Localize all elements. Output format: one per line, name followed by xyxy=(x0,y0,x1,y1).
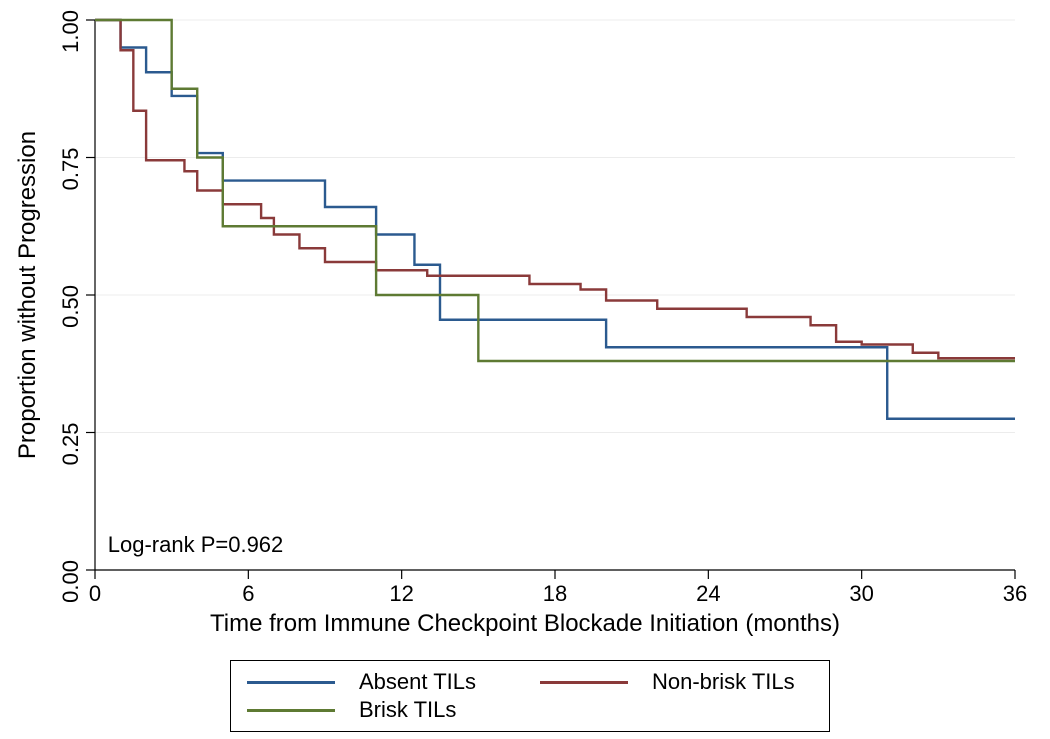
x-tick-label: 36 xyxy=(1003,581,1027,606)
x-tick-label: 24 xyxy=(696,581,720,606)
y-tick-label: 1.00 xyxy=(58,10,83,53)
x-tick-label: 18 xyxy=(543,581,567,606)
legend-item: Non-brisk TILs xyxy=(540,669,813,695)
x-axis-label: Time from Immune Checkpoint Blockade Ini… xyxy=(0,610,1050,638)
x-tick-label: 6 xyxy=(242,581,254,606)
km-chart: 0.00 0.25 0.50 0.75 1.00 0 6 12 18 24 30 36 Proport… xyxy=(0,0,1050,739)
series-line-0 xyxy=(95,20,1015,419)
legend-swatch xyxy=(247,681,335,684)
x-tick-label: 0 xyxy=(89,581,101,606)
legend-label: Non-brisk TILs xyxy=(652,669,795,695)
legend-item: Brisk TILs xyxy=(247,697,813,723)
y-tick-label: 0.25 xyxy=(58,423,83,466)
x-tick-label: 12 xyxy=(389,581,413,606)
y-tick-label: 0.75 xyxy=(58,148,83,191)
legend-item: Absent TILs xyxy=(247,669,520,695)
legend-label: Brisk TILs xyxy=(359,697,456,723)
y-axis-label: Proportion without Progression xyxy=(14,131,42,459)
legend-swatch xyxy=(540,681,628,684)
y-tick-label: 0.00 xyxy=(58,560,83,603)
y-tick-label: 0.50 xyxy=(58,285,83,328)
series-line-1 xyxy=(95,20,1015,358)
legend-label: Absent TILs xyxy=(359,669,476,695)
logrank-annotation: Log-rank P=0.962 xyxy=(108,532,284,558)
x-tick-label: 30 xyxy=(849,581,873,606)
series-line-2 xyxy=(95,20,1015,361)
legend: Absent TILs Non-brisk TILs Brisk TILs xyxy=(230,660,830,732)
legend-swatch xyxy=(247,709,335,712)
